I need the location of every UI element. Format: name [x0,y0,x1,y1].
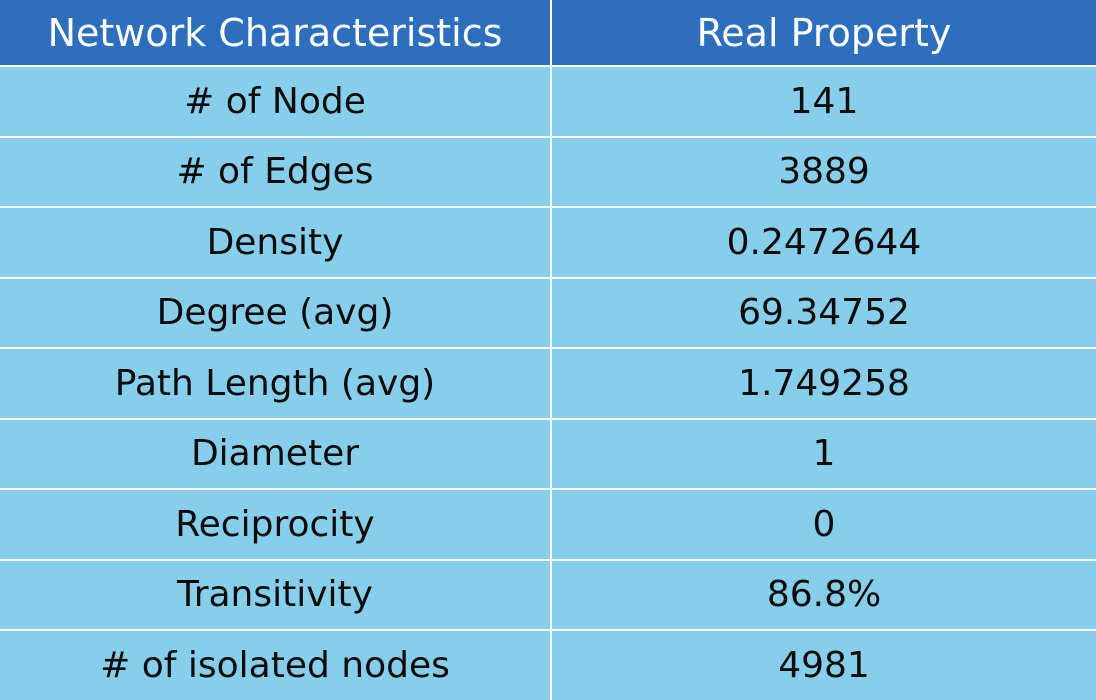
value-cell: 4981 [551,629,1096,700]
value-cell: 1.749258 [551,347,1096,419]
table-row: Reciprocity 0 [0,488,1096,560]
table-row: Density 0.2472644 [0,206,1096,278]
characteristic-cell: # of Edges [0,135,552,207]
table-header: Network Characteristics Real Property [0,0,1096,67]
table-row: Degree (avg) 69.34752 [0,276,1096,348]
table-row: # of isolated nodes 4981 [0,629,1096,700]
table-body: # of Node 141 # of Edges 3889 Density 0.… [0,65,1096,700]
header-row: Network Characteristics Real Property [0,0,1096,67]
characteristic-cell: Diameter [0,417,552,489]
value-cell: 3889 [551,135,1096,207]
table-row: # of Edges 3889 [0,135,1096,207]
value-cell: 69.34752 [551,276,1096,348]
table-row: Transitivity 86.8% [0,558,1096,630]
value-cell: 1 [551,417,1096,489]
characteristic-cell: Path Length (avg) [0,347,552,419]
value-cell: 0.2472644 [551,206,1096,278]
table-row: # of Node 141 [0,65,1096,137]
characteristic-cell: Transitivity [0,558,552,630]
table-row: Path Length (avg) 1.749258 [0,347,1096,419]
characteristic-cell: Degree (avg) [0,276,552,348]
header-real-property: Real Property [551,0,1096,67]
value-cell: 86.8% [551,558,1096,630]
characteristic-cell: Density [0,206,552,278]
table-row: Diameter 1 [0,417,1096,489]
header-network-characteristics: Network Characteristics [0,0,552,67]
characteristic-cell: Reciprocity [0,488,552,560]
value-cell: 141 [551,65,1096,137]
value-cell: 0 [551,488,1096,560]
characteristic-cell: # of isolated nodes [0,629,552,700]
characteristic-cell: # of Node [0,65,552,137]
